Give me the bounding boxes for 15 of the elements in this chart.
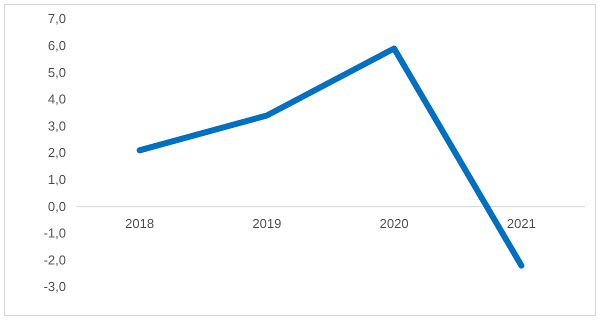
x-tick-label: 2021	[506, 216, 536, 231]
x-tick-label: 2018	[125, 216, 154, 231]
y-tick-label: -3,0	[44, 279, 66, 294]
y-tick-label: 1,0	[48, 172, 66, 187]
y-tick-label: 0,0	[48, 198, 66, 214]
y-tick-label: -1,0	[44, 226, 66, 241]
y-tick-label: 5,0	[48, 64, 66, 80]
x-tick-label: 2020	[380, 216, 409, 231]
y-tick-label: 3,0	[48, 118, 66, 134]
y-tick-label: 4,0	[48, 92, 66, 107]
y-tick-label: 6,0	[48, 38, 66, 53]
y-tick-label: -2,0	[44, 252, 66, 268]
x-tick-label: 2019	[252, 216, 282, 231]
y-tick-label: 7,0	[48, 11, 66, 26]
y-tick-label: 2,0	[48, 145, 66, 160]
